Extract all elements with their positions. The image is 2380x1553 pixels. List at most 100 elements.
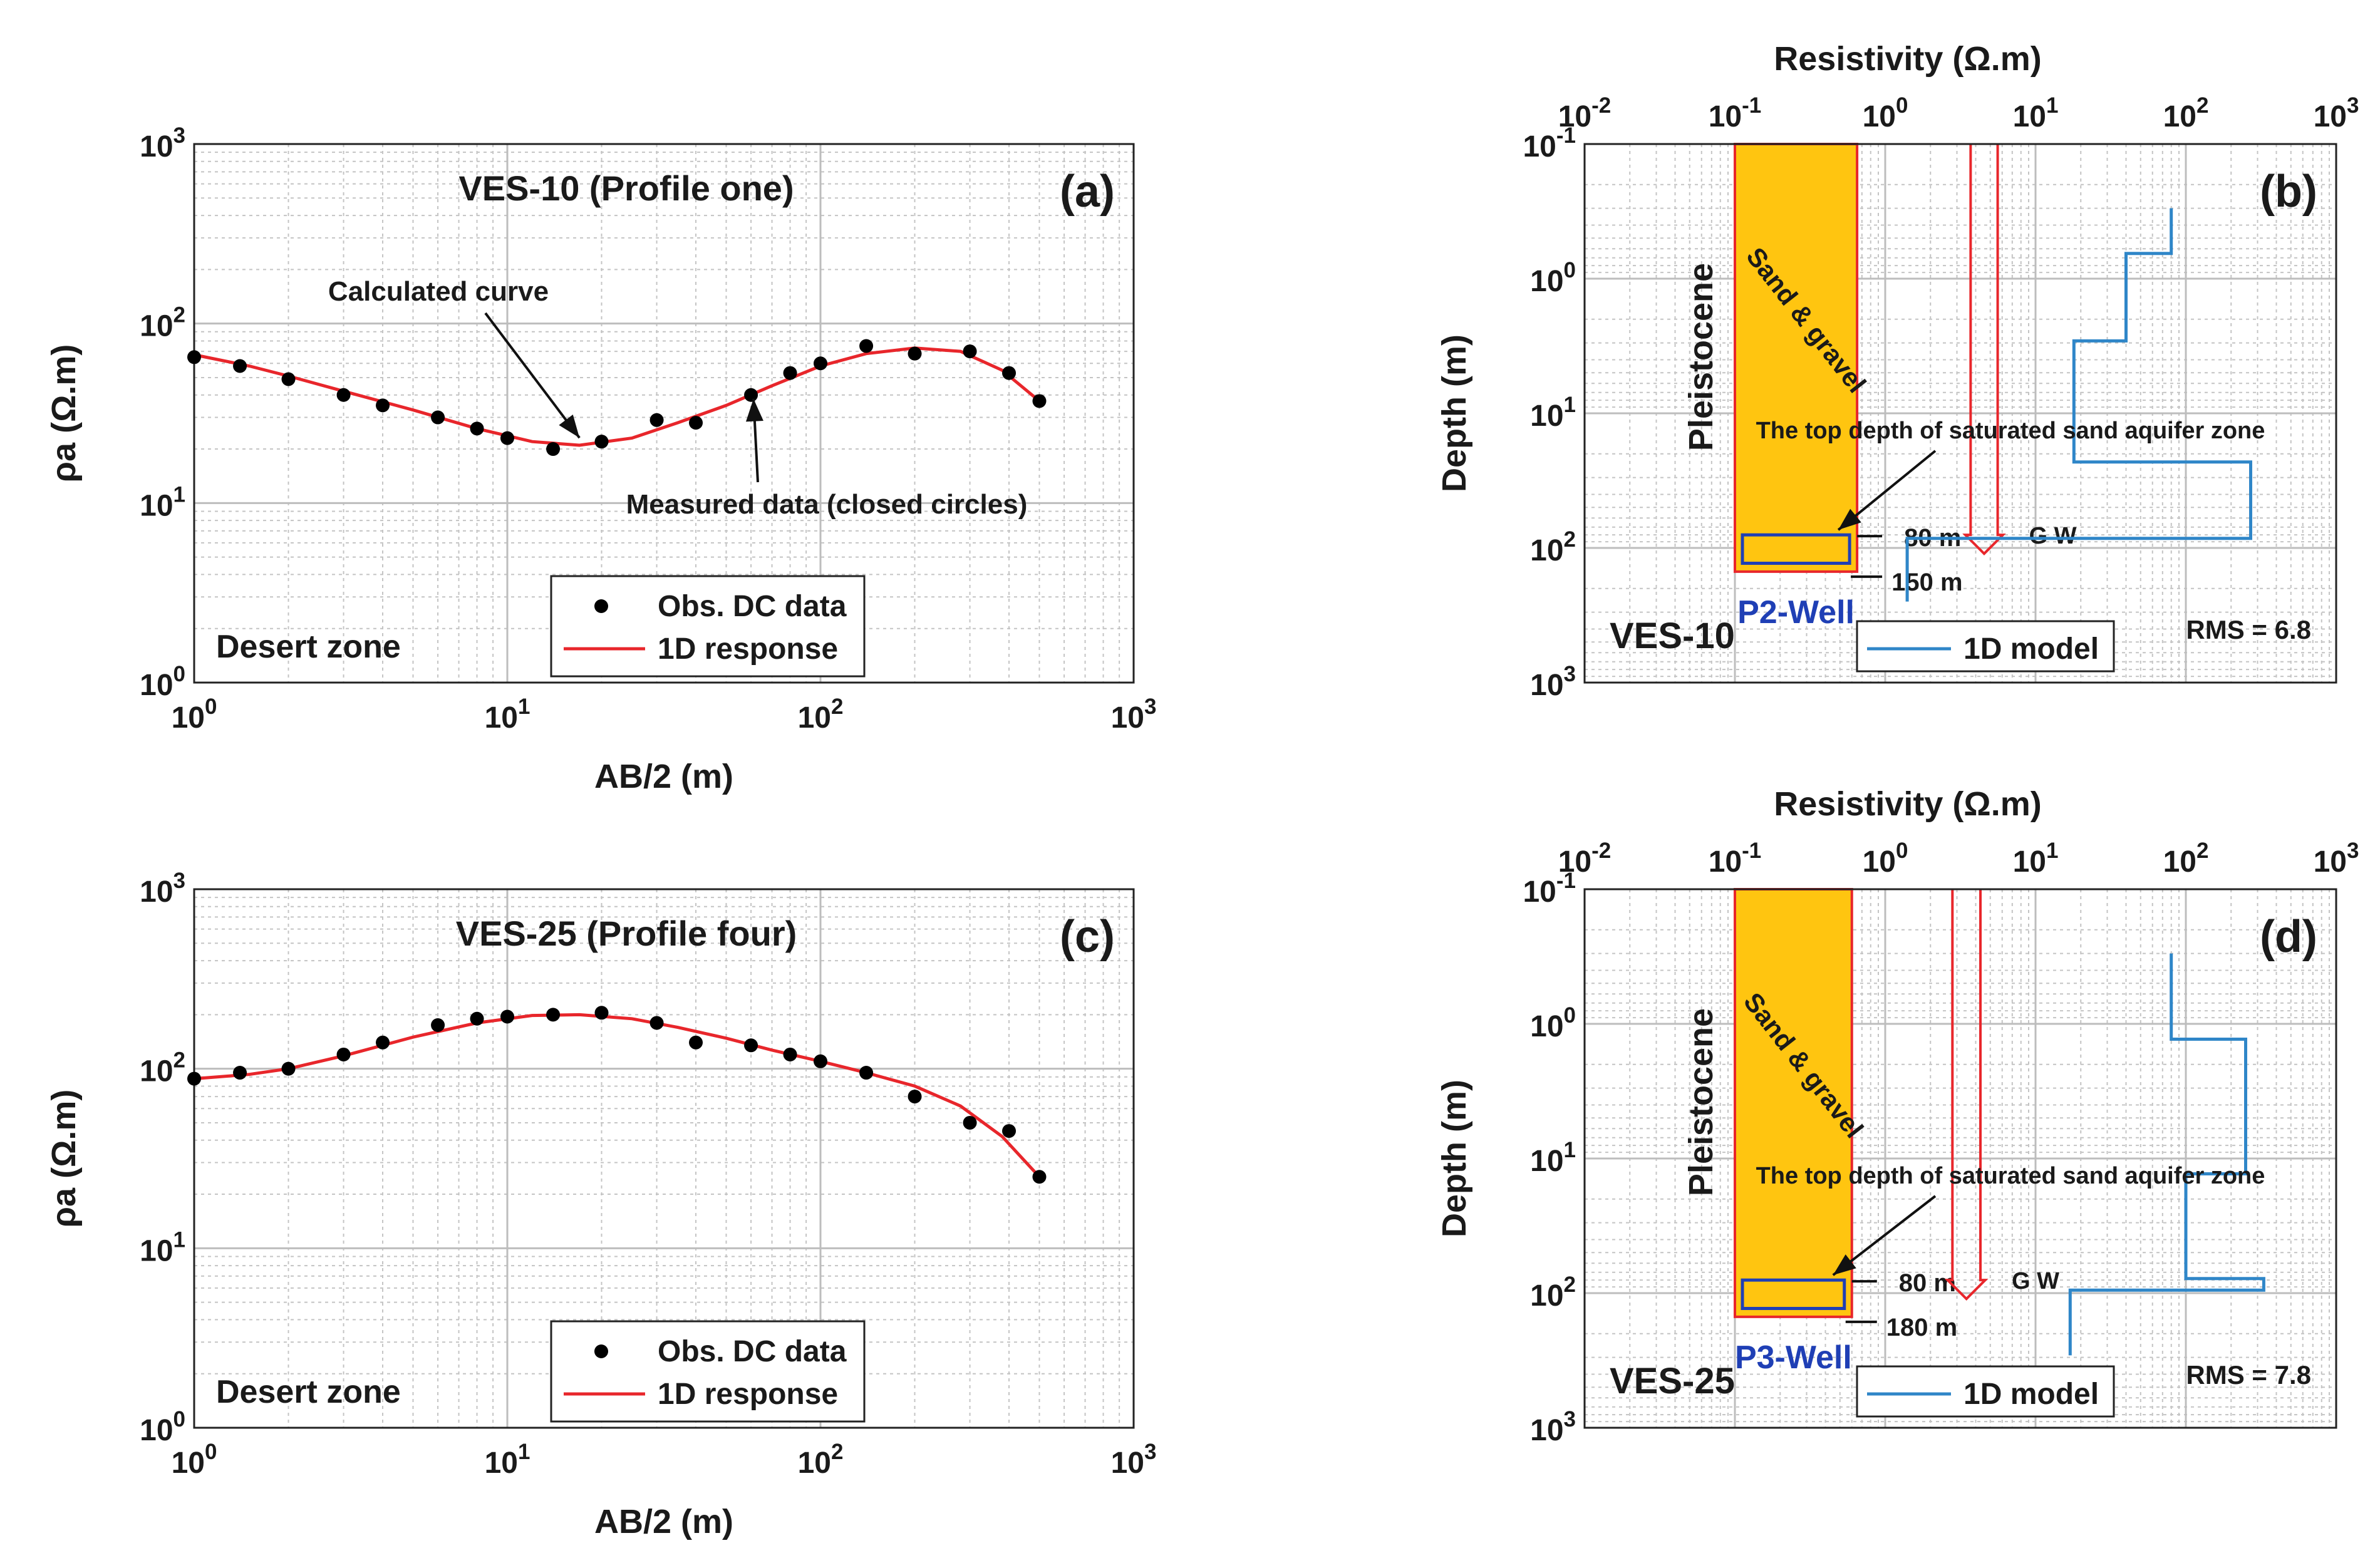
y-tick-label-exponent: 3	[173, 869, 185, 893]
obs-data-point	[187, 1071, 201, 1086]
y-tick-label-exponent: 1	[1564, 393, 1576, 417]
x-tick-label: 100	[1863, 93, 1908, 133]
obs-data-point	[336, 388, 351, 402]
obs-data-point	[546, 442, 561, 457]
obs-data-point	[470, 421, 484, 436]
well-column	[1734, 143, 1859, 573]
x-tick-label-base: 10	[2314, 845, 2347, 879]
rms-label: RMS = 7.8	[2186, 1360, 2311, 1390]
x-axis-label: AB/2 (m)	[594, 1503, 733, 1540]
x-axis-label: AB/2 (m)	[594, 758, 733, 795]
x-tick-label: 103	[1111, 694, 1157, 735]
y-tick-label-base: 10	[140, 489, 173, 522]
obs-data-point	[859, 1066, 874, 1080]
x-tick-label: 101	[485, 694, 530, 735]
y-tick-label-base: 10	[140, 1055, 173, 1088]
legend: Obs. DC data 1D response	[550, 575, 866, 678]
x-tick-label-base: 10	[2013, 100, 2046, 133]
legend: Obs. DC data 1D response	[550, 1320, 866, 1423]
x-tick-label: 100	[172, 1440, 217, 1480]
x-tick-label-exponent: 3	[1144, 1440, 1156, 1464]
x-tick-label-exponent: 1	[2046, 838, 2058, 863]
y-tick-label-exponent: 3	[173, 123, 185, 148]
obs-data-point	[594, 435, 609, 449]
obs-data-point	[783, 1047, 797, 1061]
y-tick-label-base: 10	[1530, 265, 1563, 298]
y-tick-label: 10-1	[1523, 123, 1576, 163]
x-tick-label-base: 10	[1558, 100, 1591, 133]
x-tick-label-base: 10	[1709, 100, 1742, 133]
y-tick-label-exponent: 1	[173, 1227, 185, 1252]
x-axis-label: Resistivity (Ω.m)	[1774, 40, 2041, 78]
x-tick-label: 10-2	[1558, 838, 1612, 879]
x-tick-label: 103	[1111, 1440, 1157, 1480]
y-tick-label-base: 10	[140, 875, 173, 909]
obs-data-point	[1002, 1124, 1017, 1138]
y-tick-label: 10-1	[1523, 869, 1576, 909]
y-tick-label-exponent: 3	[1564, 1407, 1576, 1432]
legend: 1D model	[1856, 1365, 2115, 1418]
x-tick-label-base: 10	[1863, 845, 1896, 879]
x-tick-label-exponent: 2	[2196, 838, 2208, 863]
obs-data-point	[546, 1008, 561, 1022]
y-tick-label-base: 10	[1530, 400, 1563, 433]
annotation-arrow-calculated-head	[559, 415, 580, 438]
y-tick-label-base: 10	[1530, 1414, 1563, 1447]
y-tick-label-exponent: 0	[173, 662, 185, 686]
y-tick-label: 100	[140, 662, 185, 702]
aquifer-zone-box	[1741, 1278, 1846, 1310]
x-tick-label-exponent: 1	[2046, 93, 2058, 118]
y-axis-label: Depth (m)	[1436, 1080, 1473, 1237]
obs-data-point	[594, 1006, 609, 1020]
legend-marker-obs	[594, 1344, 608, 1358]
x-tick-label-exponent: 0	[1896, 93, 1908, 118]
grid	[1585, 889, 2336, 1428]
x-tick-label-base: 10	[485, 1447, 518, 1480]
y-tick-label: 100	[1530, 258, 1576, 298]
obs-data-point	[963, 1115, 977, 1130]
x-tick-label-base: 10	[1863, 100, 1896, 133]
formation-label: Pleistocene	[1682, 1008, 1720, 1196]
obs-data-point	[336, 1047, 351, 1061]
x-tick-label-base: 10	[1111, 701, 1144, 735]
legend-box	[1856, 1365, 2115, 1418]
y-tick-label: 101	[140, 1227, 185, 1267]
obs-data-point	[470, 1011, 484, 1026]
x-tick-label-exponent: 2	[831, 694, 843, 719]
panel-label: (d)	[2260, 912, 2317, 962]
y-tick-label: 102	[140, 1048, 185, 1088]
obs-data-point	[233, 1066, 247, 1080]
x-tick-label-base: 10	[2163, 100, 2196, 133]
y-tick-label-exponent: -1	[1556, 869, 1576, 893]
obs-data-point	[814, 1054, 827, 1068]
legend-box	[1856, 620, 2115, 673]
x-tick-label: 101	[2013, 93, 2059, 133]
x-tick-label: 10-2	[1558, 93, 1612, 133]
x-tick-label-exponent: 0	[205, 694, 217, 719]
y-tick-label: 102	[140, 303, 185, 343]
y-tick-label: 103	[1530, 662, 1576, 702]
bottom-marker-label: 150 m	[1891, 569, 1962, 596]
x-tick-label-base: 10	[1709, 845, 1742, 879]
top-marker-label: 80 m	[1899, 1269, 1956, 1297]
bottom-marker-label: 180 m	[1886, 1314, 1957, 1341]
panel-label: (c)	[1060, 912, 1115, 962]
y-axis-label: ρa (Ω.m)	[45, 344, 83, 483]
x-tick-label-exponent: 2	[2196, 93, 2208, 118]
series-1d-model-line	[1905, 208, 2252, 602]
x-tick-label: 101	[485, 1440, 530, 1480]
annotation-arrow-measured-head	[745, 398, 763, 422]
obs-data-point	[963, 344, 977, 359]
x-tick-label-exponent: -1	[1742, 838, 1761, 863]
y-tick-label: 101	[140, 482, 185, 522]
legend-label-obs: Obs. DC data	[658, 1335, 847, 1368]
y-tick-label-base: 10	[140, 130, 173, 163]
y-tick-label-base: 10	[1530, 534, 1563, 567]
y-tick-label-exponent: 0	[1564, 258, 1576, 282]
x-axis-label: Resistivity (Ω.m)	[1774, 785, 2041, 823]
y-tick-label-base: 10	[140, 310, 173, 343]
legend-label-model: 1D model	[1963, 632, 2099, 666]
y-tick-label-exponent: 0	[173, 1407, 185, 1432]
x-tick-label-base: 10	[172, 1447, 205, 1480]
